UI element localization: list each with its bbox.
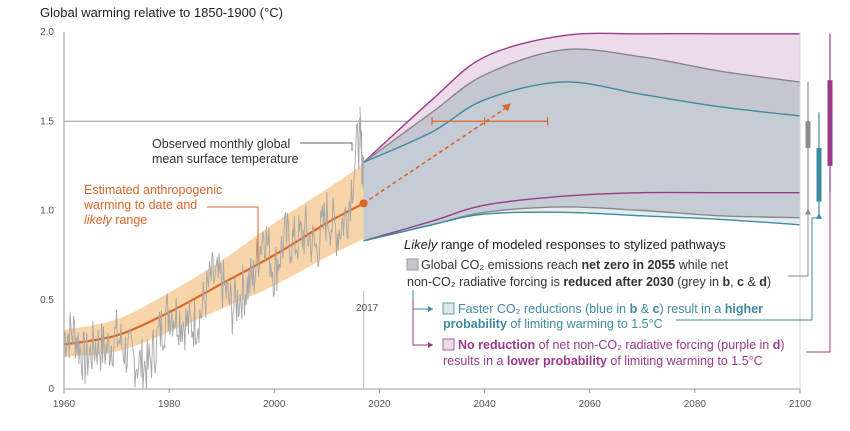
y-tick-label: 0 (48, 384, 54, 395)
x-tick-label: 2020 (368, 399, 391, 410)
anthro-label-line3: likely range (84, 213, 147, 227)
grey-upper-line (363, 48, 801, 163)
purple-side-bar (827, 80, 833, 166)
blue-side-arrowhead (816, 212, 822, 219)
anthropogenic-band (64, 164, 364, 357)
purple-connector-right (806, 192, 831, 353)
legend-grey-line2: non-CO₂ radiative forcing is reduced aft… (407, 275, 771, 289)
connector-arrowhead (428, 306, 433, 312)
blue-lower-line (363, 211, 801, 242)
x-tick-label: 2000 (263, 399, 286, 410)
purple-lower-line (363, 191, 800, 242)
y-tick-label: 1.0 (40, 206, 54, 217)
projection-arrow-head (501, 103, 511, 112)
grey-connector (788, 213, 809, 277)
purple-connector-left (412, 300, 433, 346)
x-tick-label: 1960 (53, 399, 76, 410)
anthro-label-range: range (112, 213, 147, 227)
blue-upper-line (363, 81, 801, 163)
y-tick-label: 0.5 (40, 295, 54, 306)
x-tick-label: 1980 (158, 399, 181, 410)
legend-purple-swatch (442, 338, 455, 351)
grey-side-arrowhead (805, 208, 811, 215)
x-tick-label: 2040 (473, 399, 496, 410)
projection-bands (363, 32, 801, 242)
x-tick-label: 2080 (684, 399, 707, 410)
legend-grey-line1: Global CO₂ emissions reach net zero in 2… (421, 258, 729, 272)
anthro-label-likely: likely (84, 213, 113, 227)
x-tick-label: 2100 (789, 399, 812, 410)
legend-purple-line2: results in a lower probability of limiti… (443, 354, 763, 368)
legend-blue-line2: probability of limiting warming to 1.5°C (443, 317, 663, 331)
grey-side-bar (805, 121, 811, 149)
anthro-label-line2: warming to date and (83, 198, 197, 212)
y-tick-label: 1.5 (40, 116, 54, 127)
legend-purple-line1: No reduction of net non-CO₂ radiative fo… (458, 338, 785, 352)
annotation-marks (207, 103, 549, 262)
observed-label-line2: mean surface temperature (152, 152, 299, 166)
legend-grey-swatch (406, 258, 419, 271)
observed-series (63, 106, 365, 390)
anthro-leader (207, 206, 259, 262)
purple-upper-line (363, 32, 800, 163)
observed-label-line1: Observed monthly global (152, 137, 290, 151)
legend-connectors (412, 192, 831, 353)
observed-monthly-line (63, 106, 365, 390)
marker-year-label: 2017 (356, 303, 379, 314)
connector-arrowhead (428, 342, 433, 348)
side-range-bars (805, 33, 833, 216)
observed-leader (300, 142, 353, 151)
axes: 0 0.5 1.0 1.5 2.0 1960 1980 2000 2020 2040 2060 208… (40, 27, 811, 410)
y-tick-label: 2.0 (40, 27, 54, 38)
anthro-label-line1: Estimated anthropogenic (84, 183, 222, 197)
legend-heading: Likely range of modeled responses to sty… (404, 237, 726, 252)
blue-side-bar (816, 148, 822, 202)
projection-arrow-shaft (363, 106, 508, 205)
blue-connector-left (412, 290, 433, 310)
blue-connector-right (676, 217, 819, 321)
chart-title: Global warming relative to 1850-1900 (°C… (40, 5, 283, 20)
x-tick-label: 2060 (579, 399, 602, 410)
legend-blue-swatch (442, 302, 455, 315)
legend-blue-line1: Faster CO₂ reductions (blue in b & c) re… (458, 302, 763, 316)
